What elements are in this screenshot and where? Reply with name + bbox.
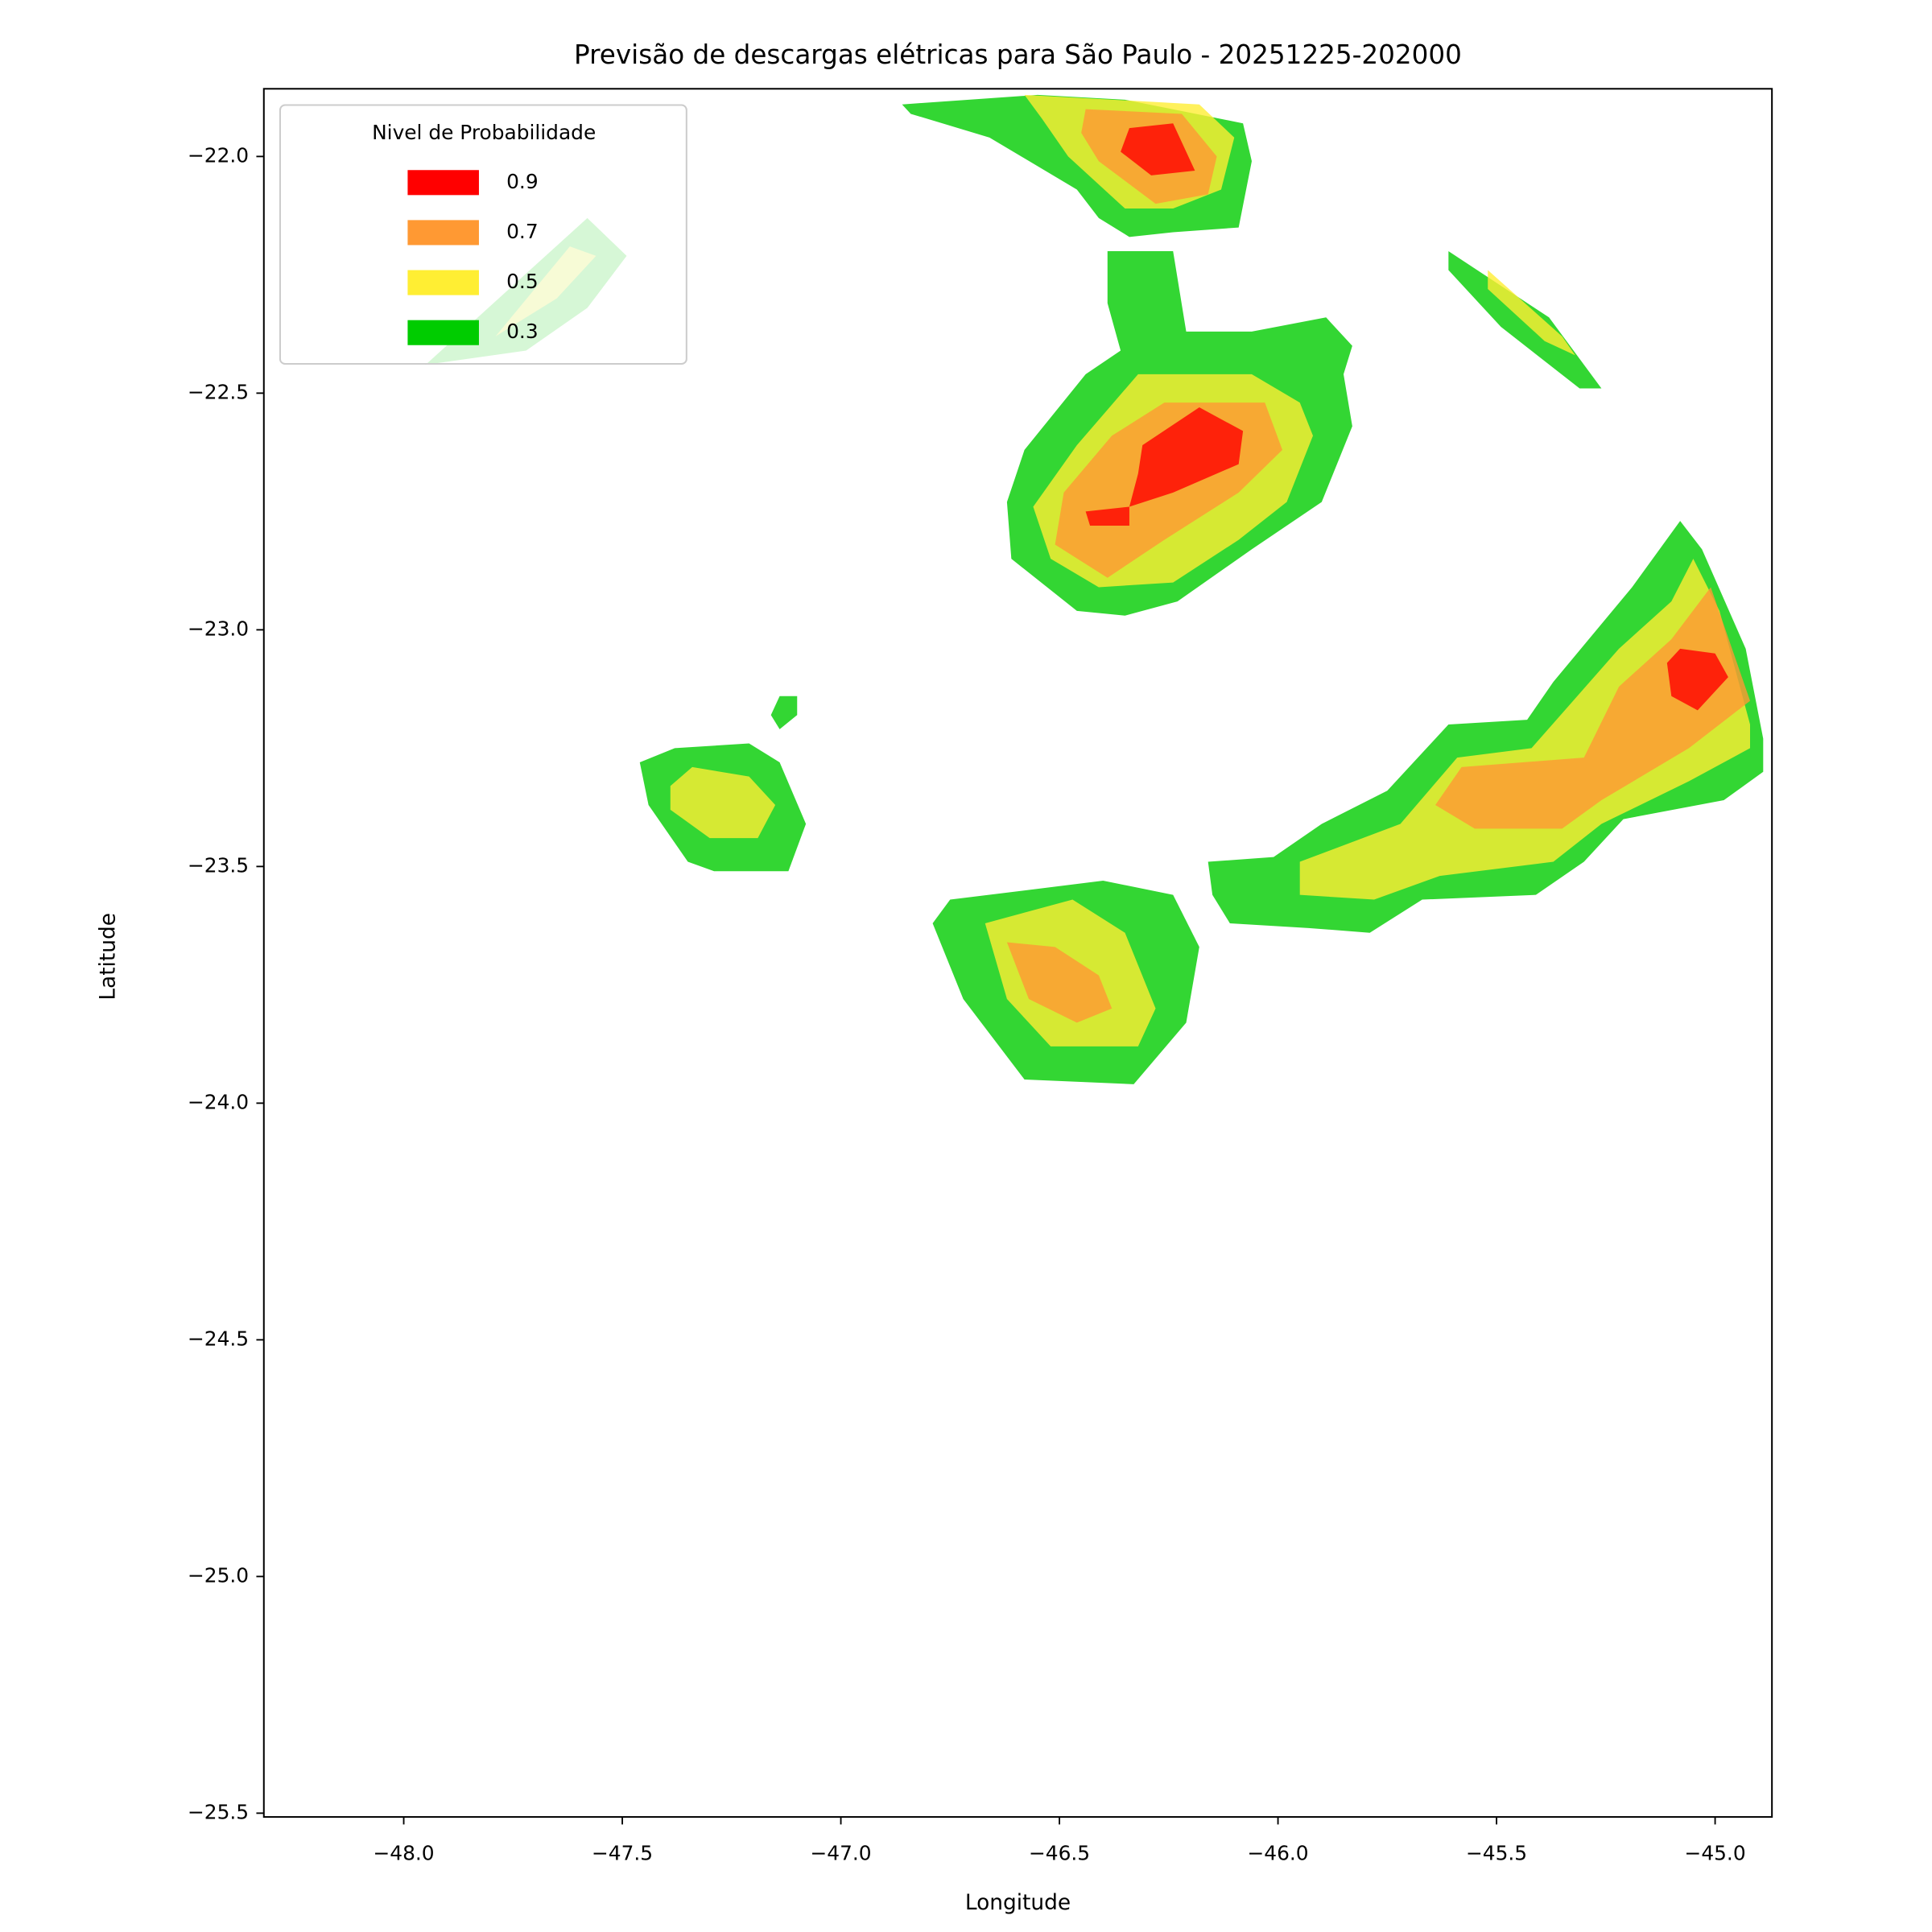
x-tick-label: −46.0 (1247, 1842, 1308, 1865)
contour-region (1488, 270, 1575, 356)
legend-label: 0.9 (506, 170, 539, 193)
contour-region (1299, 559, 1751, 900)
y-tick-label: −24.0 (188, 1090, 249, 1113)
x-tick-label: −47.5 (592, 1842, 653, 1865)
contour-region (1085, 506, 1129, 526)
contour-region (1129, 407, 1244, 507)
contour-region (1121, 123, 1195, 175)
legend-swatch (407, 220, 479, 246)
y-tick-label: −25.5 (188, 1800, 249, 1823)
y-tick-label: −22.5 (188, 380, 249, 403)
y-tick-label: −24.5 (188, 1327, 249, 1350)
legend-swatch (407, 270, 479, 295)
y-axis-label: Latitude (96, 913, 121, 1001)
chart-title: Previsão de descargas elétricas para São… (574, 39, 1462, 70)
contour-region (770, 696, 798, 729)
contour-region (1666, 648, 1728, 711)
plot-frame (262, 88, 1773, 1818)
contour-layer (425, 94, 1764, 1084)
contour-region (670, 766, 776, 839)
legend-label: 0.3 (506, 320, 539, 343)
x-tick-label: −45.5 (1466, 1842, 1527, 1865)
x-tick-label: −45.0 (1685, 1842, 1746, 1865)
legend-swatch (407, 170, 479, 196)
x-tick-label: −48.0 (373, 1842, 434, 1865)
y-tick-label: −23.0 (188, 617, 249, 640)
y-tick-label: −23.5 (188, 853, 249, 877)
legend: Nivel de Probabilidade 0.9 0.7 0.5 0.3 (279, 104, 687, 365)
legend-box (279, 104, 687, 365)
contour-region (1435, 587, 1751, 829)
legend-swatch (407, 320, 479, 345)
contour-region (1208, 521, 1764, 933)
contour-region (1006, 942, 1113, 1023)
x-tick-label: −46.5 (1029, 1842, 1090, 1865)
legend-title: Nivel de Probabilidade (372, 121, 596, 144)
x-axis-label: Longitude (965, 1890, 1071, 1915)
x-tick-label: −47.0 (810, 1842, 871, 1865)
legend-label: 0.5 (506, 270, 539, 293)
legend-label: 0.7 (506, 220, 539, 243)
y-tick-label: −22.0 (188, 143, 249, 167)
y-tick-label: −25.0 (188, 1563, 249, 1587)
